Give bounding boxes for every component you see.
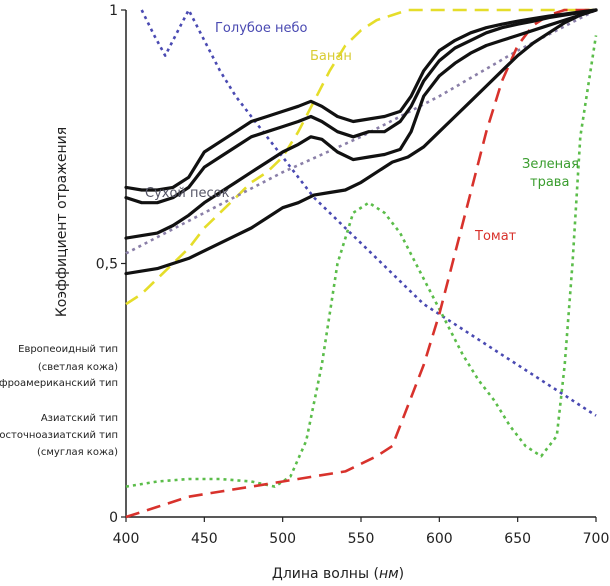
skin-label-european-sub: (светлая кожа) xyxy=(38,362,118,373)
x-axis-title: Длина волны (нм) xyxy=(272,566,404,582)
y-tick-label: 0,5 xyxy=(96,257,118,273)
series-line-1: Банан xyxy=(125,8,596,306)
series-line-7: Африканский тип xyxy=(124,8,598,240)
skin-label-east-asian: Восточноазиатский тип xyxy=(0,430,118,441)
skin-label-asian: Азиатский тип xyxy=(41,413,118,424)
skin-label-afroamerican: Афроамериканский тип xyxy=(0,378,118,389)
series-line-2: Сухой песок xyxy=(125,8,597,255)
annotation-tomato: Томат xyxy=(474,229,517,244)
skin-label-east-asian-sub: (смуглая кожа) xyxy=(37,447,118,458)
x-axis-title-open: ( xyxy=(373,566,378,582)
y-tick-label: 0 xyxy=(109,510,118,526)
series-line-5: Европеоидный тип (светлая кожа) xyxy=(124,8,598,205)
annotation-green-grass-1: Зеленая xyxy=(522,157,579,172)
series-line-4: Томат xyxy=(125,8,596,519)
series-line-6: Светлая кожа — вторая кривая xyxy=(124,8,598,192)
series-line-0: Голубое небо xyxy=(140,8,597,417)
x-tick-label: 500 xyxy=(269,531,296,547)
y-tick-label: 1 xyxy=(109,3,118,19)
skin-label-european: Европеоидный тип xyxy=(18,344,118,355)
annotation-dry-sand: Сухой песок xyxy=(145,186,230,201)
y-axis-title: Коэффициент отражения xyxy=(54,127,70,317)
x-tick-label: 600 xyxy=(426,531,453,547)
x-axis-title-main: Длина волны xyxy=(272,566,374,582)
x-tick-label: 700 xyxy=(583,531,610,547)
axes: 400 450 500 550 600 650 700 0 0,5 1 xyxy=(96,3,610,547)
x-tick-label: 650 xyxy=(504,531,531,547)
annotation-banana: Банан xyxy=(310,49,352,64)
annotation-green-grass-2: трава xyxy=(530,175,569,190)
x-axis-title-close: ) xyxy=(399,566,404,582)
x-tick-label: 400 xyxy=(113,531,140,547)
x-tick-label: 450 xyxy=(191,531,218,547)
x-tick-label: 550 xyxy=(348,531,375,547)
x-axis-title-unit: нм xyxy=(379,566,399,582)
annotation-blue-sky: Голубое небо xyxy=(215,21,308,36)
series-line-8: Азиатский тип (смуглая кожа) xyxy=(124,8,598,276)
labels-layer: Длина волны (нм) Коэффициент отражения Г… xyxy=(0,21,579,582)
series-line-3: Зеленая трава xyxy=(125,35,598,488)
